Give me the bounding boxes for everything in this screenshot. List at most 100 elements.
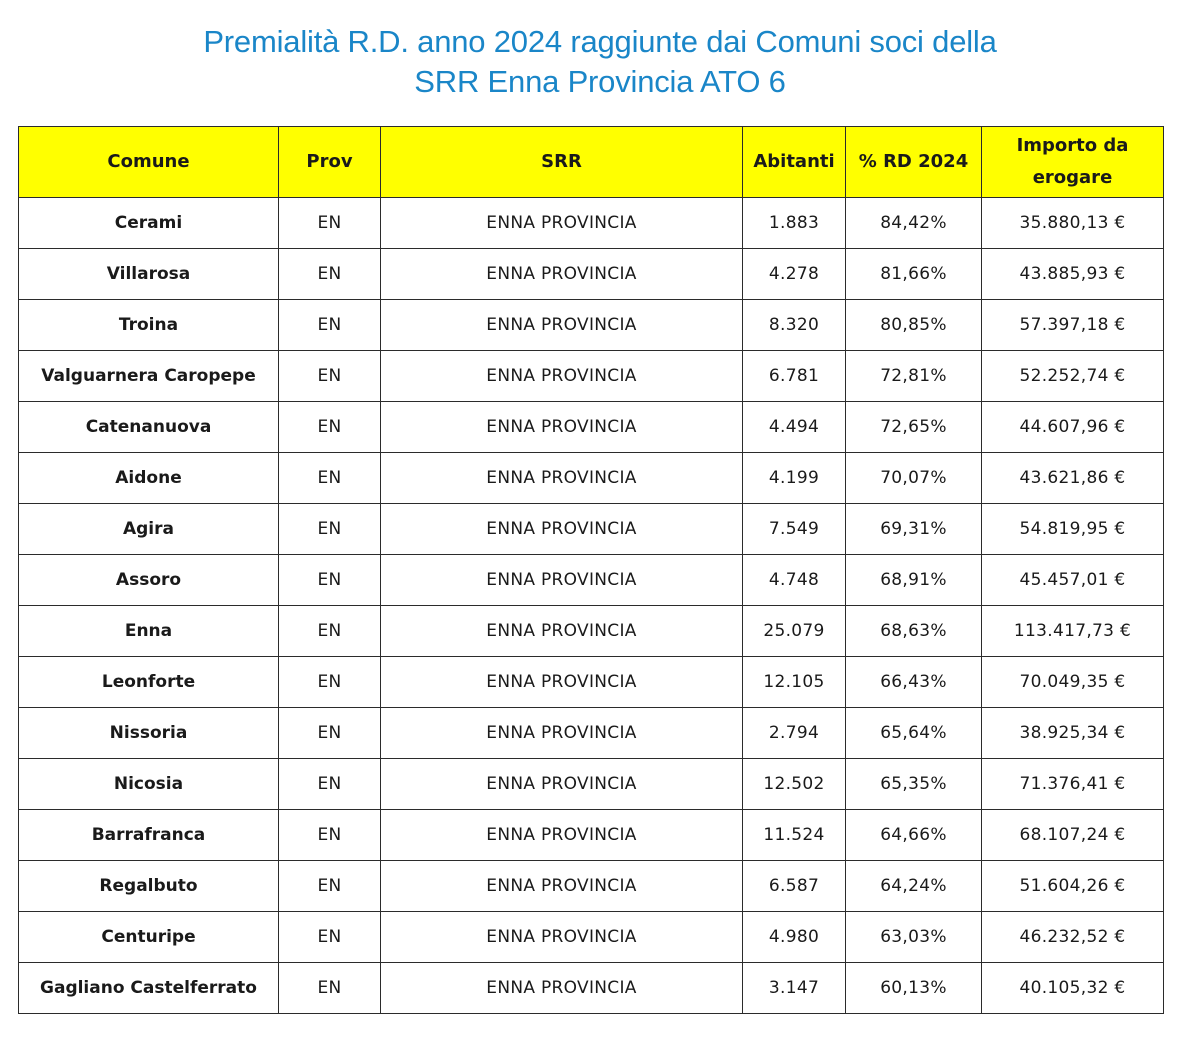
- importo-cell: 51.604,26 €: [981, 860, 1164, 912]
- prov-cell: EN: [278, 707, 381, 759]
- prov-cell: EN: [278, 656, 381, 708]
- abitanti-cell: 7.549: [742, 503, 846, 555]
- importo-cell: 54.819,95 €: [981, 503, 1164, 555]
- rd-percent-cell: 60,13%: [845, 962, 982, 1014]
- srr-cell: ENNA PROVINCIA: [380, 605, 743, 657]
- comune-cell: Centuripe: [18, 911, 279, 963]
- prov-cell: EN: [278, 554, 381, 606]
- table-row: Cerami EN ENNA PROVINCIA 1.883 84,42% 35.880,…: [18, 197, 1164, 249]
- prov-cell: EN: [278, 452, 381, 504]
- comune-cell: Regalbuto: [18, 860, 279, 912]
- header-prov: Prov: [278, 126, 381, 198]
- importo-cell: 52.252,74 €: [981, 350, 1164, 402]
- abitanti-cell: 4.494: [742, 401, 846, 453]
- rd-percent-cell: 63,03%: [845, 911, 982, 963]
- importo-cell: 113.417,73 €: [981, 605, 1164, 657]
- abitanti-cell: 25.079: [742, 605, 846, 657]
- abitanti-cell: 6.781: [742, 350, 846, 402]
- header-comune: Comune: [18, 126, 279, 198]
- prov-cell: EN: [278, 860, 381, 912]
- abitanti-cell: 12.105: [742, 656, 846, 708]
- page-title: Premialità R.D. anno 2024 raggiunte dai …: [0, 22, 1179, 102]
- prov-cell: EN: [278, 299, 381, 351]
- importo-cell: 38.925,34 €: [981, 707, 1164, 759]
- header-abitanti: Abitanti: [742, 126, 846, 198]
- comune-cell: Enna: [18, 605, 279, 657]
- importo-cell: 40.105,32 €: [981, 962, 1164, 1014]
- rd-percent-cell: 72,65%: [845, 401, 982, 453]
- comune-cell: Aidone: [18, 452, 279, 504]
- abitanti-cell: 4.199: [742, 452, 846, 504]
- table-row: Enna EN ENNA PROVINCIA 25.079 68,63% 113.417,…: [18, 605, 1164, 657]
- comune-cell: Nicosia: [18, 758, 279, 810]
- rd-percent-cell: 84,42%: [845, 197, 982, 249]
- comune-cell: Nissoria: [18, 707, 279, 759]
- srr-cell: ENNA PROVINCIA: [380, 248, 743, 300]
- srr-cell: ENNA PROVINCIA: [380, 656, 743, 708]
- importo-cell: 43.885,93 €: [981, 248, 1164, 300]
- rd-percent-cell: 69,31%: [845, 503, 982, 555]
- prov-cell: EN: [278, 350, 381, 402]
- table-row: Centuripe EN ENNA PROVINCIA 4.980 63,03% 46.2…: [18, 911, 1164, 963]
- importo-cell: 46.232,52 €: [981, 911, 1164, 963]
- abitanti-cell: 4.278: [742, 248, 846, 300]
- rd-percent-cell: 66,43%: [845, 656, 982, 708]
- srr-cell: ENNA PROVINCIA: [380, 452, 743, 504]
- srr-cell: ENNA PROVINCIA: [380, 860, 743, 912]
- prov-cell: EN: [278, 911, 381, 963]
- importo-cell: 35.880,13 €: [981, 197, 1164, 249]
- table-row: Assoro EN ENNA PROVINCIA 4.748 68,91% 45.457,…: [18, 554, 1164, 606]
- prov-cell: EN: [278, 401, 381, 453]
- table-row: Leonforte EN ENNA PROVINCIA 12.105 66,43% 70.…: [18, 656, 1164, 708]
- abitanti-cell: 12.502: [742, 758, 846, 810]
- header-srr: SRR: [380, 126, 743, 198]
- prov-cell: EN: [278, 809, 381, 861]
- comune-cell: Barrafranca: [18, 809, 279, 861]
- abitanti-cell: 3.147: [742, 962, 846, 1014]
- srr-cell: ENNA PROVINCIA: [380, 350, 743, 402]
- importo-cell: 44.607,96 €: [981, 401, 1164, 453]
- prov-cell: EN: [278, 605, 381, 657]
- srr-cell: ENNA PROVINCIA: [380, 962, 743, 1014]
- importo-cell: 57.397,18 €: [981, 299, 1164, 351]
- prov-cell: EN: [278, 758, 381, 810]
- rd-percent-cell: 65,35%: [845, 758, 982, 810]
- rd-percent-cell: 70,07%: [845, 452, 982, 504]
- importo-cell: 71.376,41 €: [981, 758, 1164, 810]
- table-row: Villarosa EN ENNA PROVINCIA 4.278 81,66% 43.8…: [18, 248, 1164, 300]
- page-title-line-1: Premialità R.D. anno 2024 raggiunte dai …: [203, 24, 997, 59]
- table-body: Cerami EN ENNA PROVINCIA 1.883 84,42% 35.880,…: [18, 197, 1164, 1014]
- table-row: Troina EN ENNA PROVINCIA 8.320 80,85% 57.397,…: [18, 299, 1164, 351]
- table-row: Agira EN ENNA PROVINCIA 7.549 69,31% 54.819,9…: [18, 503, 1164, 555]
- abitanti-cell: 1.883: [742, 197, 846, 249]
- importo-cell: 68.107,24 €: [981, 809, 1164, 861]
- abitanti-cell: 11.524: [742, 809, 846, 861]
- table-header-row: Comune Prov SRR Abitanti % RD 2024 Impor…: [18, 126, 1164, 198]
- srr-cell: ENNA PROVINCIA: [380, 401, 743, 453]
- comune-cell: Leonforte: [18, 656, 279, 708]
- abitanti-cell: 2.794: [742, 707, 846, 759]
- comune-cell: Valguarnera Caropepe: [18, 350, 279, 402]
- srr-cell: ENNA PROVINCIA: [380, 197, 743, 249]
- abitanti-cell: 4.980: [742, 911, 846, 963]
- abitanti-cell: 4.748: [742, 554, 846, 606]
- premialita-table: Comune Prov SRR Abitanti % RD 2024 Impor…: [18, 126, 1164, 1014]
- srr-cell: ENNA PROVINCIA: [380, 503, 743, 555]
- srr-cell: ENNA PROVINCIA: [380, 758, 743, 810]
- srr-cell: ENNA PROVINCIA: [380, 911, 743, 963]
- srr-cell: ENNA PROVINCIA: [380, 299, 743, 351]
- rd-percent-cell: 64,24%: [845, 860, 982, 912]
- rd-percent-cell: 80,85%: [845, 299, 982, 351]
- rd-percent-cell: 72,81%: [845, 350, 982, 402]
- table-row: Barrafranca EN ENNA PROVINCIA 11.524 64,66% 6…: [18, 809, 1164, 861]
- rd-percent-cell: 81,66%: [845, 248, 982, 300]
- comune-cell: Assoro: [18, 554, 279, 606]
- table-row: Gagliano Castelferrato EN ENNA PROVINCIA 3.…: [18, 962, 1164, 1014]
- abitanti-cell: 8.320: [742, 299, 846, 351]
- importo-cell: 43.621,86 €: [981, 452, 1164, 504]
- table-row: Nicosia EN ENNA PROVINCIA 12.502 65,35% 71.37…: [18, 758, 1164, 810]
- importo-cell: 45.457,01 €: [981, 554, 1164, 606]
- table-row: Regalbuto EN ENNA PROVINCIA 6.587 64,24% 51.6…: [18, 860, 1164, 912]
- table-row: Catenanuova EN ENNA PROVINCIA 4.494 72,65% 44…: [18, 401, 1164, 453]
- rd-percent-cell: 68,63%: [845, 605, 982, 657]
